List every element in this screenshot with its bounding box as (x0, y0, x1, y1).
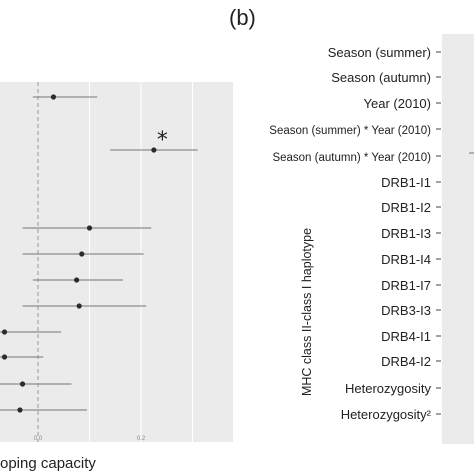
left-panel-background (0, 82, 233, 442)
category-label: DRB1-I4 (381, 252, 431, 267)
right-panel-background (442, 34, 474, 444)
category-label: DRB3-I3 (381, 303, 431, 318)
category-label: Year (2010) (364, 96, 431, 111)
category-label: DRB1-I1 (381, 175, 431, 190)
category-label: Heterozygosity (345, 381, 431, 396)
estimate-point (74, 277, 80, 283)
estimate-point (1, 354, 8, 360)
category-label: DRB4-I2 (381, 354, 431, 369)
estimate-point (151, 147, 157, 153)
left-x-axis-title: oping capacity (0, 455, 96, 472)
estimate-point (1, 329, 8, 335)
significance-star: * (157, 128, 168, 153)
panel-label-b: (b) (229, 5, 256, 30)
category-label: Heterozygosity² (341, 407, 432, 422)
estimate-point (86, 225, 93, 231)
left-panel-estimates: * (0, 94, 198, 413)
category-label: DRB4-I1 (381, 329, 431, 344)
category-label: Season (summer) * Year (2010) (269, 125, 431, 137)
estimate-point (19, 381, 26, 387)
category-label: DRB1-I2 (381, 200, 431, 215)
estimate-point (50, 94, 57, 100)
left-panel-x-ticks: 0.0 0.2 (34, 436, 146, 442)
estimate-point (79, 251, 85, 257)
estimate-point (17, 407, 23, 413)
category-label: DRB1-I7 (381, 278, 431, 293)
category-label: Season (autumn) * Year (2010) (272, 152, 431, 164)
category-label: Season (summer) (328, 45, 431, 60)
x-tick-label: 0.0 (34, 436, 43, 442)
category-label: DRB1-I3 (381, 226, 431, 241)
estimate-point (76, 303, 82, 309)
right-y-axis-title: MHC class II-class I haplotype (300, 228, 314, 396)
left-panel-gridlines (89, 82, 193, 442)
x-tick-label: 0.2 (137, 436, 146, 442)
right-panel-category-labels: Season (summer) Season (autumn) Year (2010… (269, 45, 441, 422)
category-label: Season (autumn) (331, 70, 431, 85)
